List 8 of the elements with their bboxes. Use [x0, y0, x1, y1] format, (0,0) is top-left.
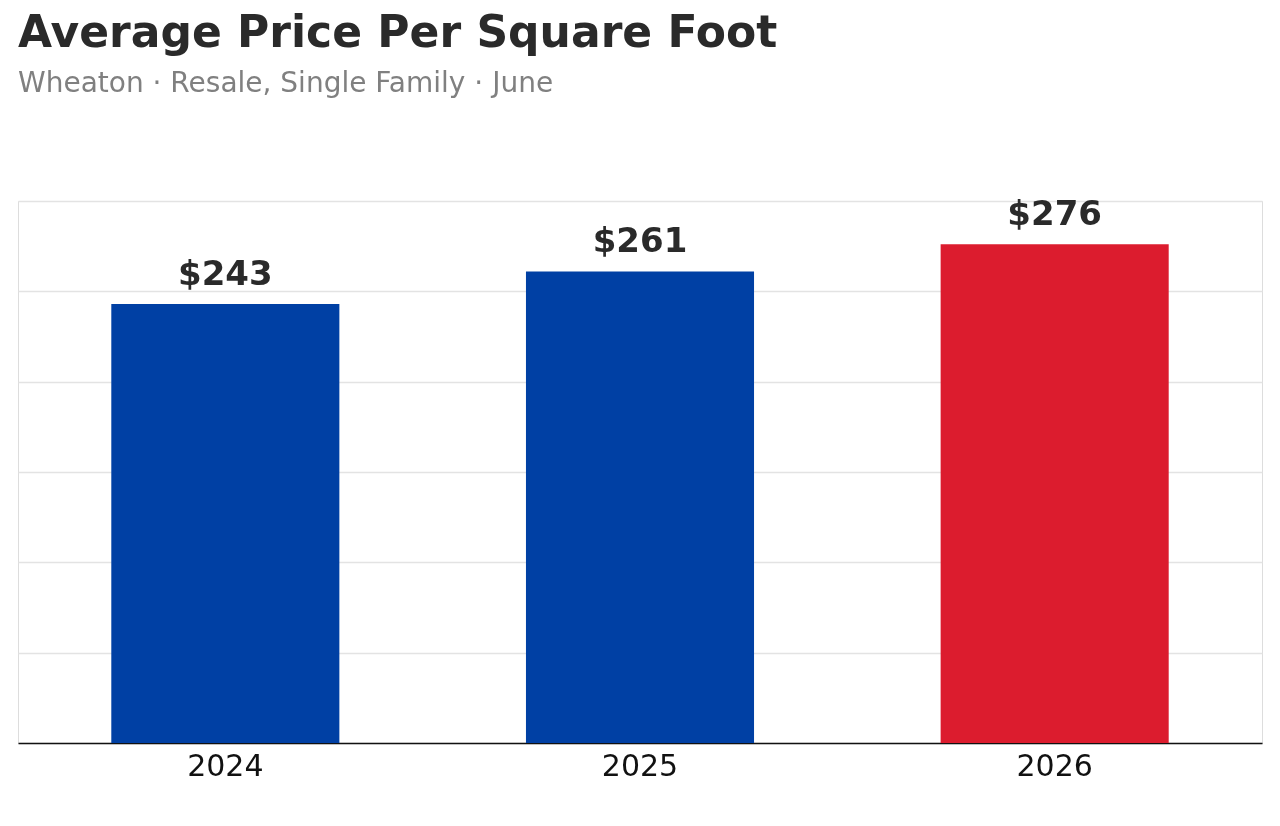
x-tick-label: 2025: [601, 747, 679, 783]
x-tick-label: 2024: [187, 747, 264, 783]
chart-title: Average Price Per Square Foot: [18, 6, 778, 58]
x-tick-label: 2026: [1016, 747, 1093, 783]
data-label: $276: [1007, 193, 1102, 234]
data-label: $261: [592, 220, 688, 261]
data-label: $243: [178, 252, 273, 293]
chart-subtitle: Wheaton · Resale, Single Family · June: [18, 66, 554, 100]
